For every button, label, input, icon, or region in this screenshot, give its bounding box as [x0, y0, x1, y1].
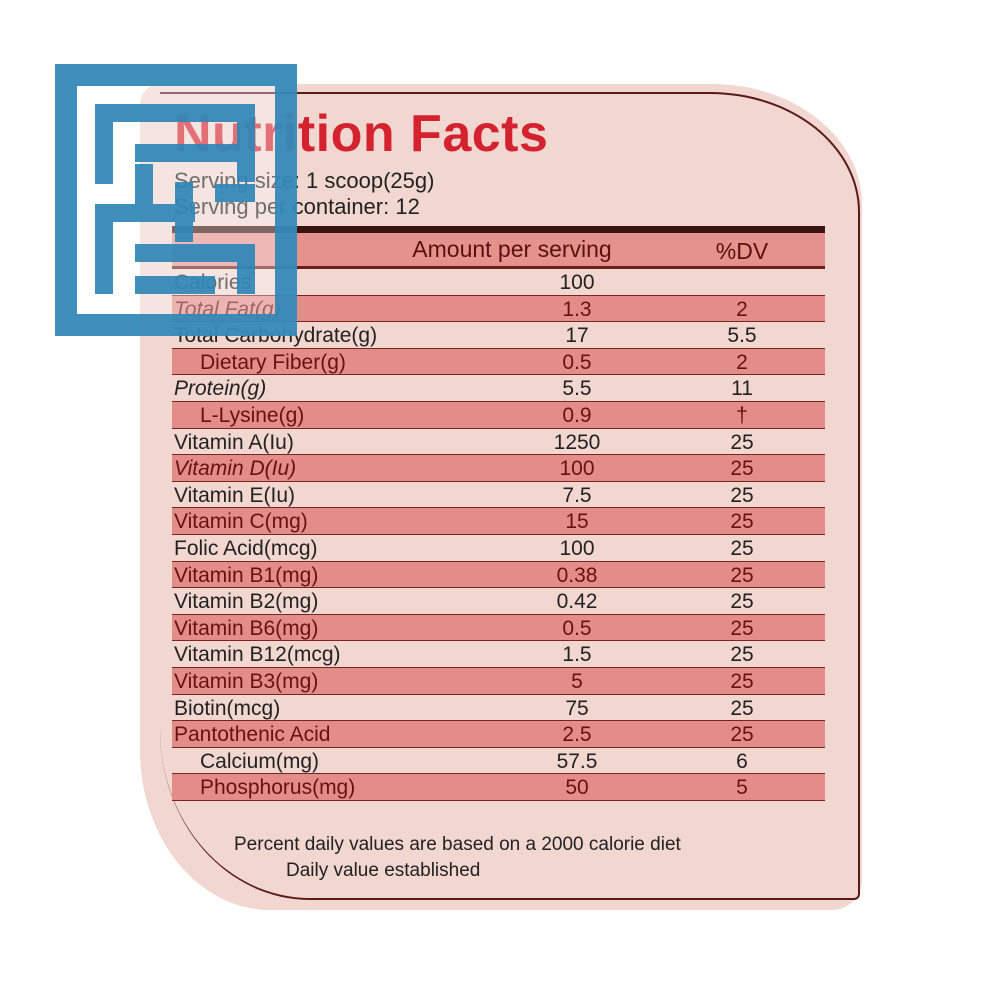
logo-block — [55, 314, 297, 336]
divider-thick — [172, 226, 825, 233]
nutrient-name: Calcium(mg) — [200, 749, 320, 773]
nutrient-amount: 0.38 — [556, 563, 598, 587]
footnote-2: Daily value established — [286, 860, 481, 881]
logo-block — [215, 184, 255, 202]
table-row: Protein(g) 5.5 11 — [172, 375, 825, 402]
table-row: Vitamin C(mg) 15 25 — [172, 508, 825, 535]
nutrient-amount: 0.5 — [562, 616, 592, 640]
logo-block — [135, 276, 215, 294]
logo-block — [175, 182, 193, 242]
logo-block — [95, 204, 195, 222]
nutrient-dv: 25 — [730, 457, 754, 481]
table-row: Vitamin B3(mg) 5 25 — [172, 667, 825, 695]
table-row: Vitamin B6(mg) 0.5 25 — [172, 614, 825, 642]
nutrient-name: Biotin(mcg) — [174, 696, 281, 720]
nutrient-name: Vitamin B2(mg) — [174, 590, 319, 614]
logo-block — [237, 244, 255, 294]
nutrient-name: Folic Acid(mcg) — [174, 536, 318, 560]
table-row: Vitamin E(Iu) 7.5 25 — [172, 482, 825, 509]
table-row: Vitamin A(Iu) 1250 25 — [172, 429, 825, 456]
nutrient-dv: 11 — [731, 377, 753, 401]
table-row: Pantothenic Acid 2.5 25 — [172, 721, 825, 748]
logo-block — [55, 64, 297, 86]
nutrient-name: Protein(g) — [174, 377, 267, 401]
logo-block — [275, 64, 297, 336]
table-row: Phosphorus(mg) 50 5 — [172, 774, 825, 801]
header-dv: %DV — [715, 238, 769, 264]
logo-block — [95, 204, 113, 294]
nutrient-dv: 2 — [736, 297, 748, 321]
nutrient-name: Vitamin B3(mg) — [174, 669, 319, 693]
logo-block — [135, 244, 255, 262]
nutrient-dv: 6 — [736, 749, 748, 773]
nutrient-dv: 25 — [730, 669, 754, 693]
nutrient-name: Vitamin B1(mg) — [174, 563, 319, 587]
nutrient-dv: 25 — [730, 590, 754, 614]
nutrient-dv: 25 — [730, 536, 754, 560]
nutrient-name: Pantothenic Acid — [174, 723, 331, 747]
nutrient-name: Phosphorus(mg) — [200, 776, 356, 800]
nutrient-amount: 57.5 — [556, 749, 598, 773]
nutrient-dv: 25 — [730, 483, 754, 507]
logo-block — [135, 144, 255, 162]
nutrient-dv: 25 — [730, 430, 754, 454]
table-row: Dietary Fiber(g) 0.5 2 — [172, 348, 825, 376]
nutrient-dv: 5 — [736, 776, 748, 800]
nutrient-amount: 0.5 — [562, 350, 592, 374]
nutrient-amount: 75 — [565, 696, 589, 720]
nutrient-amount: 15 — [565, 510, 589, 534]
nutrient-amount: 7.5 — [562, 483, 592, 507]
nutrient-dv: † — [736, 403, 748, 427]
nutrient-dv: 25 — [730, 563, 754, 587]
nutrient-name: Dietary Fiber(g) — [200, 350, 346, 374]
nutrient-dv: 2 — [736, 350, 748, 374]
nutrient-dv: 25 — [730, 616, 754, 640]
nutrient-name: Vitamin B6(mg) — [174, 616, 319, 640]
nutrient-name: Vitamin A(Iu) — [174, 430, 294, 454]
nutrient-amount: 100 — [559, 536, 595, 560]
logo-block — [55, 64, 77, 336]
label-border — [160, 92, 860, 900]
nutrient-amount: 100 — [559, 457, 595, 481]
nutrient-amount: 100 — [559, 271, 595, 294]
table-row: Folic Acid(mcg) 100 25 — [172, 535, 825, 562]
nutrient-dv: 25 — [730, 643, 754, 667]
nutrient-amount: 1.5 — [562, 643, 592, 667]
logo-block — [237, 122, 255, 182]
nutrient-dv: 5.5 — [727, 324, 757, 348]
nutrient-amount: 5 — [571, 669, 583, 693]
nutrient-amount: 0.9 — [562, 403, 592, 427]
table-row: Vitamin D(Iu) 100 25 — [172, 455, 825, 482]
nutrient-amount: 1250 — [553, 430, 601, 454]
square-kufic-watermark-icon — [55, 64, 297, 336]
nutrient-amount: 1.3 — [562, 297, 592, 321]
nutrient-amount: 2.5 — [562, 723, 592, 747]
logo-block — [135, 164, 153, 204]
nutrient-name: Vitamin B12(mcg) — [174, 643, 341, 667]
footnote-1: Percent daily values are based on a 2000… — [234, 834, 681, 855]
nutrient-amount: 0.42 — [556, 590, 598, 614]
nutrient-dv: 25 — [730, 723, 754, 747]
table-row: Calcium(mg) 57.5 6 — [172, 748, 825, 775]
nutrient-dv: 25 — [730, 696, 754, 720]
nutrient-amount: 17 — [565, 324, 589, 348]
nutrient-name: Vitamin E(Iu) — [174, 483, 295, 507]
logo-block — [95, 104, 113, 184]
table-row: L-Lysine(g) 0.9 † — [172, 401, 825, 429]
logo-block — [95, 104, 255, 122]
nutrient-name: Vitamin D(Iu) — [174, 457, 297, 481]
nutrient-amount: 5.5 — [562, 377, 592, 401]
table-row: Vitamin B2(mg) 0.42 25 — [172, 588, 825, 615]
header-amount: Amount per serving — [412, 236, 612, 262]
table-row: Vitamin B12(mcg) 1.5 25 — [172, 641, 825, 668]
nutrient-name: Vitamin C(mg) — [174, 510, 308, 534]
nutrient-dv: 25 — [730, 510, 754, 534]
table-row: Biotin(mcg) 75 25 — [172, 695, 825, 722]
table-row: Vitamin B1(mg) 0.38 25 — [172, 561, 825, 589]
nutrient-name: L-Lysine(g) — [200, 403, 305, 427]
nutrient-amount: 50 — [565, 776, 589, 800]
